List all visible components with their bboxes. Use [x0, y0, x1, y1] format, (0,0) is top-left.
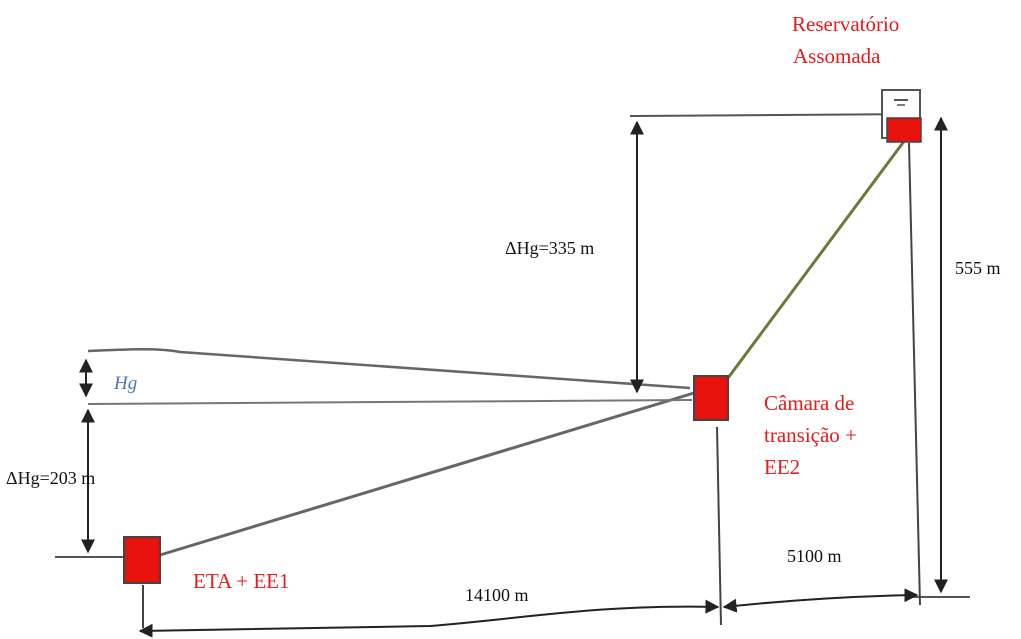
- chamber-ee2-box: [693, 375, 729, 421]
- hg-wedge-lower-line: [87, 399, 693, 405]
- eta-ee1-box: [123, 536, 161, 584]
- hg-wedge-upper-line: [87, 348, 691, 390]
- dist-upper-dimension: [722, 588, 919, 613]
- reservoir-vertical-reference: [908, 142, 921, 606]
- chamber-label-line1: Câmara de: [764, 391, 854, 415]
- reservoir-label-line2: Assomada: [793, 44, 881, 68]
- chamber-vertical-reference: [716, 426, 722, 626]
- eta-label: ETA + EE1: [193, 569, 289, 593]
- reservoir-label-line1: Reservatório: [792, 12, 899, 36]
- hg-label: Hg: [113, 373, 137, 394]
- dist-lower-label: 14100 m: [465, 585, 529, 605]
- reservoir-assomada: [881, 89, 922, 143]
- dhg-upper-label: ΔHg=335 m: [505, 238, 594, 258]
- pipeline-eta-to-chamber: [159, 391, 695, 557]
- dhg-lower-label: ΔHg=203 m: [6, 468, 95, 488]
- reservoir-station-box: [886, 117, 922, 143]
- dist-upper-label: 5100 m: [787, 546, 842, 566]
- chamber-label-line3: EE2: [764, 455, 800, 479]
- reservoir-elevation-line: [629, 113, 921, 117]
- dist-lower-dimension: [138, 599, 720, 638]
- total-height-label: 555 m: [955, 258, 1001, 278]
- chamber-label-line2: transição +: [764, 423, 857, 447]
- pipeline-chamber-to-reservoir: [726, 139, 907, 379]
